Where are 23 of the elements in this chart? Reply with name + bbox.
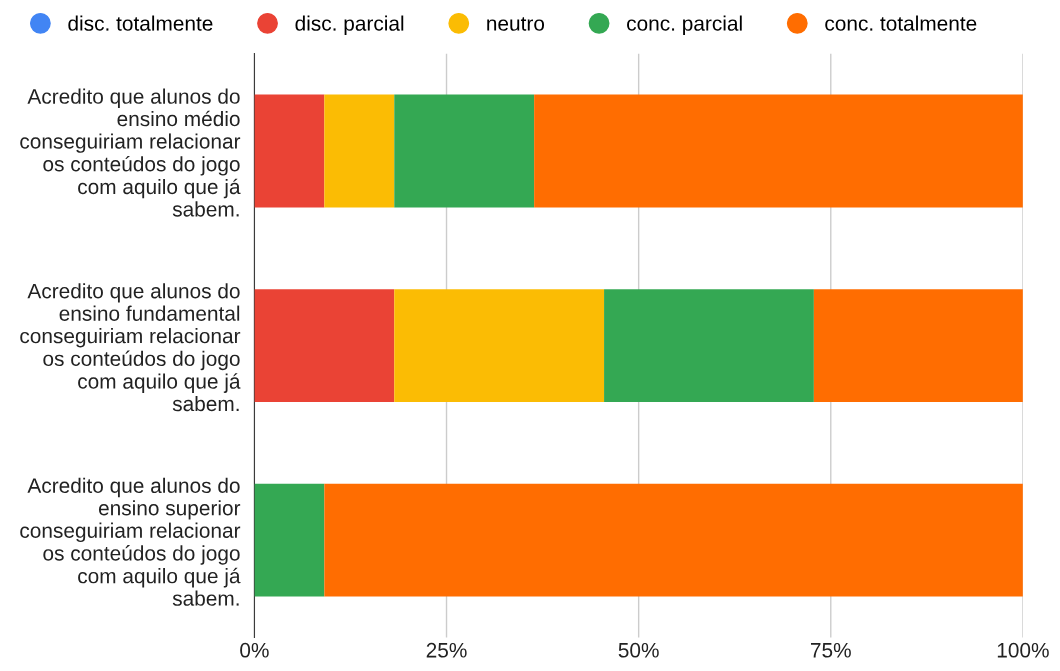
legend-label: neutro bbox=[487, 17, 545, 31]
bar bbox=[254, 289, 395, 402]
bar bbox=[604, 289, 814, 402]
x-tick-label: 75% bbox=[810, 642, 851, 658]
y-tick-label: Acredito que alunos do ensino superior conseguiriam relacionar os conteúdos do jogo com aquilo que já sabem. bbox=[20, 477, 241, 606]
bar bbox=[254, 483, 325, 597]
legend-label: disc. totalmente bbox=[68, 15, 213, 31]
bar bbox=[254, 94, 325, 208]
x-tick-label: 25% bbox=[426, 642, 467, 658]
bar bbox=[394, 94, 535, 208]
legend-label: disc. parcial bbox=[295, 15, 404, 35]
legend-label: conc. parcial bbox=[627, 15, 742, 35]
bar bbox=[394, 289, 605, 402]
y-tick-label: Acredito que alunos do ensino fundamental conseguiriam relacionar os conteúdos do jogo com aquilo que já sabem. bbox=[20, 283, 241, 412]
y-tick-label: Acredito que alunos do ensino médio conseguiriam relacionar os conteúdos do jogo com aquilo que já sabem. bbox=[20, 88, 241, 217]
bar bbox=[534, 94, 1023, 208]
legend-label: conc. totalmente bbox=[825, 15, 977, 31]
bar bbox=[813, 289, 1023, 402]
bar bbox=[324, 483, 1023, 597]
x-tick-label: 0% bbox=[240, 642, 269, 658]
x-tick-label: 100% bbox=[997, 642, 1049, 658]
x-tick-label: 50% bbox=[618, 642, 659, 658]
bar bbox=[324, 94, 395, 208]
